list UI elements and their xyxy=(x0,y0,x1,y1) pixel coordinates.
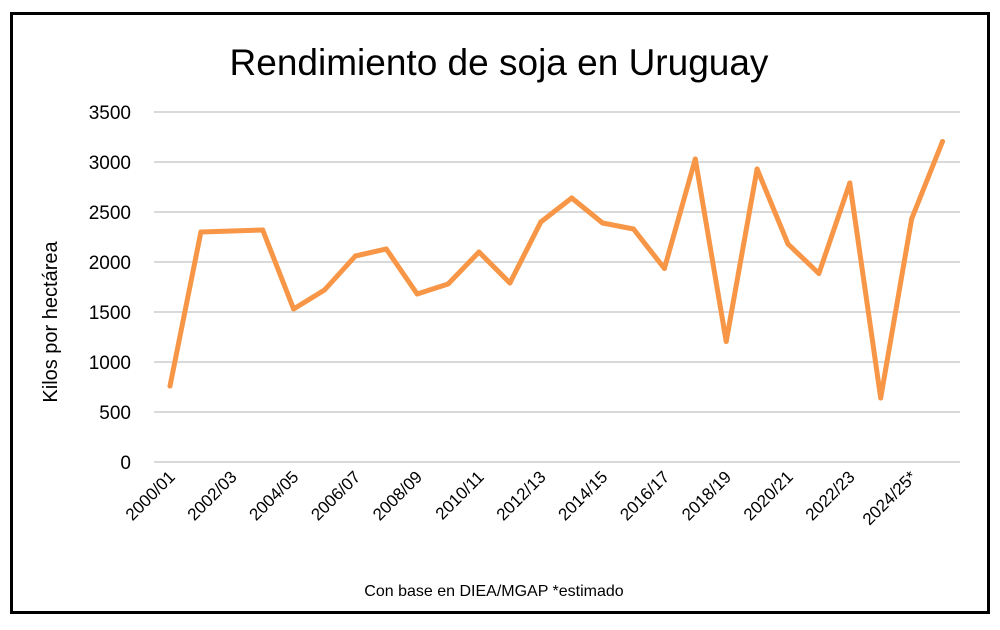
y-tick-label: 2000 xyxy=(89,253,131,274)
x-tick-label: 2000/01 xyxy=(122,467,179,524)
data-point xyxy=(538,219,544,225)
y-tick-label: 500 xyxy=(99,403,131,424)
data-point xyxy=(909,216,915,222)
x-tick-label: 2016/17 xyxy=(616,467,673,524)
data-point xyxy=(847,180,853,186)
x-tick-label: 2014/15 xyxy=(555,467,612,524)
x-tick-label: 2006/07 xyxy=(307,467,364,524)
data-point xyxy=(167,383,173,389)
data-point xyxy=(383,246,389,252)
y-tick-label: 1000 xyxy=(89,353,131,374)
x-tick-label: 2012/13 xyxy=(493,467,550,524)
y-tick-label: 1500 xyxy=(89,303,131,324)
data-point xyxy=(878,395,884,401)
data-point xyxy=(229,228,235,234)
y-tick-label: 3500 xyxy=(89,103,131,124)
x-tick-labels: 2000/01 2002/03 2004/05 2006/07 2008/09 2010/… xyxy=(122,467,921,529)
data-point xyxy=(816,271,822,276)
data-point xyxy=(445,281,451,287)
chart-frame xyxy=(10,12,990,614)
data-point xyxy=(352,253,358,259)
data-point xyxy=(754,166,760,172)
data-point xyxy=(322,287,327,293)
source-note: Con base en DIEA/MGAP *estimado xyxy=(364,583,623,600)
data-point xyxy=(692,156,698,162)
series-group xyxy=(167,139,945,401)
series-line xyxy=(167,139,945,401)
x-tick-label: 2018/19 xyxy=(678,467,735,524)
x-tick-label: 2002/03 xyxy=(184,467,241,524)
data-point xyxy=(631,226,636,232)
gridlines xyxy=(154,111,960,463)
y-tick-label: 3000 xyxy=(89,153,131,174)
x-tick-label: 2004/05 xyxy=(246,467,303,524)
data-point xyxy=(476,249,482,255)
x-tick-label: 2010/11 xyxy=(432,467,488,523)
data-point xyxy=(260,227,266,233)
data-point xyxy=(569,195,575,201)
y-tick-label: 0 xyxy=(120,453,131,474)
x-tick-label: 2020/21 xyxy=(740,467,797,524)
data-point xyxy=(414,291,420,297)
y-axis-label: Kilos por hectárea xyxy=(40,241,62,403)
data-point xyxy=(661,266,667,271)
data-point xyxy=(600,220,606,226)
y-tick-labels: 0 500 1000 1500 2000 2500 3000 3500 xyxy=(89,103,131,474)
data-point xyxy=(291,306,297,312)
data-point xyxy=(785,241,791,247)
data-point xyxy=(940,139,945,144)
x-tick-label: 2022/23 xyxy=(802,467,859,524)
data-point xyxy=(198,229,204,235)
x-tick-label: 2024/25* xyxy=(859,467,921,529)
data-point xyxy=(507,280,513,286)
data-point xyxy=(723,339,729,344)
chart-title: Rendimiento de soja en Uruguay xyxy=(230,42,769,83)
y-tick-label: 2500 xyxy=(89,203,131,224)
x-tick-label: 2008/09 xyxy=(369,467,426,524)
